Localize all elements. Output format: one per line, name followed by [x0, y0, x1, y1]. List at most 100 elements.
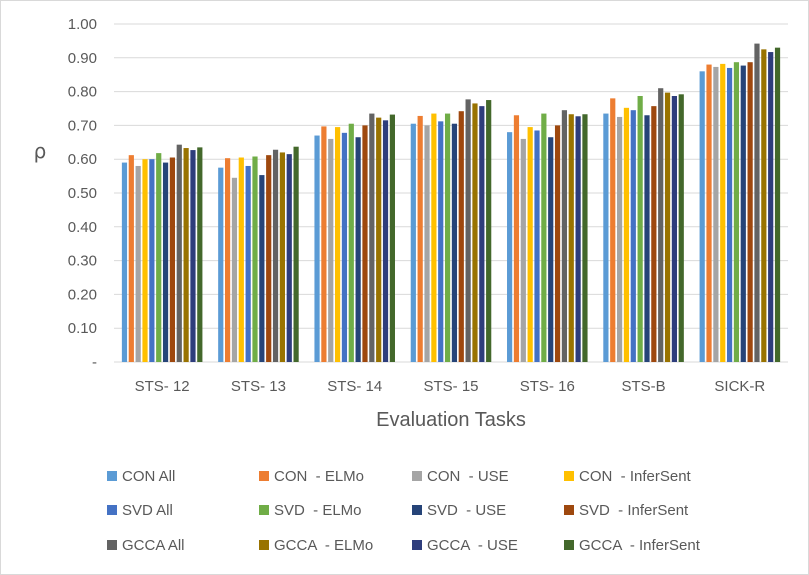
x-category-label: STS- 12	[135, 378, 190, 395]
legend-item: SVD - ELMo	[259, 502, 362, 519]
x-category-label: STS- 15	[423, 378, 478, 395]
bar-sts-12-4	[142, 159, 148, 362]
legend: CON All CON - ELMo CON - USE CON - InferSen…	[107, 468, 701, 554]
bar-sts-16-2	[513, 115, 520, 362]
legend-item: SVD - USE	[412, 502, 506, 519]
bar-sts-b-5	[630, 110, 636, 362]
bar-sts-12-8	[169, 157, 176, 362]
bar-sts-15-9	[465, 99, 471, 363]
bar-sts-b-4	[623, 107, 630, 362]
bar-sick-r-1	[699, 71, 705, 362]
bar-sts-b-9	[658, 88, 664, 362]
bar-sts-14-1	[314, 135, 320, 362]
bar-sts-15-11	[479, 106, 485, 362]
bar-sts-16-12	[582, 114, 588, 362]
x-category-label: STS- 16	[520, 378, 575, 395]
bar-sick-r-11	[768, 52, 774, 362]
x-category-label: STS-B	[621, 378, 665, 395]
bar-sts-b-11	[671, 95, 677, 362]
bar-sts-14-3	[328, 138, 334, 362]
bar-sts-15-12	[486, 100, 492, 363]
legend-swatch	[412, 540, 422, 550]
bar-sts-14-7	[355, 137, 361, 362]
legend-item: GCCA - InferSent	[564, 537, 701, 554]
bar-sick-r-4	[720, 63, 726, 362]
bar-sts-14-4	[334, 127, 341, 362]
bar-sts-b-12	[678, 94, 684, 362]
bar-sick-r-3	[713, 66, 719, 363]
y-axis-label: ρ	[34, 139, 47, 163]
bar-sts-14-9	[369, 113, 375, 362]
legend-item: GCCA - USE	[412, 537, 518, 554]
bar-sts-13-12	[293, 146, 299, 362]
x-axis-label: Evaluation Tasks	[376, 409, 526, 431]
legend-item: CON - USE	[412, 468, 509, 485]
bar-sts-16-5	[534, 130, 540, 362]
bar-sts-12-7	[162, 162, 169, 362]
legend-label: CON - USE	[427, 468, 509, 485]
bar-sts-14-8	[362, 125, 368, 363]
bar-sts-b-3	[616, 116, 623, 362]
legend-label: CON - ELMo	[274, 468, 364, 485]
bar-sts-14-2	[321, 126, 327, 362]
bar-sts-12-11	[190, 150, 196, 362]
y-tick-label: 0.30	[68, 253, 97, 270]
legend-item: CON - InferSent	[564, 468, 692, 485]
bar-sts-13-6	[252, 156, 258, 362]
legend-label: GCCA - ELMo	[274, 537, 373, 554]
legend-swatch	[564, 471, 574, 481]
y-tick-label: 0.40	[68, 219, 97, 236]
bar-sts-16-1	[507, 132, 513, 362]
bar-sts-14-5	[341, 132, 348, 362]
bar-sick-r-5	[726, 67, 733, 362]
bar-sick-r-12	[774, 47, 781, 362]
bar-sick-r-8	[747, 62, 753, 362]
legend-label: SVD All	[122, 502, 173, 519]
bar-sts-13-11	[286, 154, 292, 362]
bar-sts-14-6	[348, 123, 354, 363]
x-category-label: STS- 14	[327, 378, 382, 395]
bar-sts-16-3	[520, 138, 526, 362]
legend-label: CON - InferSent	[579, 468, 692, 485]
bar-sts-12-12	[197, 147, 203, 362]
legend-label: GCCA - InferSent	[579, 537, 701, 554]
y-axis-ticks: - 0.10 0.20 0.30 0.40 0.50 0.60 0.70 0.80 0.90 1.0…	[68, 16, 97, 371]
bar-sts-14-10	[376, 117, 382, 362]
bar-sts-12-2	[128, 155, 134, 362]
bar-sick-r-7	[740, 65, 746, 362]
legend-label: CON All	[122, 468, 175, 485]
bar-sts-12-1	[121, 162, 128, 362]
y-tick-label: 1.00	[68, 16, 97, 33]
legend-swatch	[564, 540, 574, 550]
bar-sts-16-10	[568, 114, 574, 362]
bar-sts-13-8	[266, 155, 272, 362]
bar-sts-15-10	[472, 103, 478, 363]
bar-sts-15-8	[458, 111, 464, 362]
legend-item: GCCA All	[107, 537, 185, 554]
bar-sts-15-2	[417, 115, 423, 362]
y-tick-label: 0.70	[68, 117, 97, 134]
x-category-label: STS- 13	[231, 378, 286, 395]
bar-sts-13-9	[272, 149, 279, 362]
bar-sts-13-2	[225, 158, 231, 362]
x-axis-categories: STS- 12 STS- 13 STS- 14 STS- 15 STS- 16 STS-B…	[135, 378, 766, 395]
legend-swatch	[259, 471, 269, 481]
y-tick-label: 0.50	[68, 185, 97, 202]
bar-sts-12-5	[149, 159, 155, 362]
legend-swatch	[259, 505, 269, 515]
bar-sts-14-11	[382, 120, 389, 362]
legend-swatch	[412, 505, 422, 515]
bar-sts-b-2	[610, 98, 616, 363]
legend-label: GCCA - USE	[427, 537, 518, 554]
bar-sts-15-1	[410, 123, 416, 363]
bar-sick-r-9	[754, 43, 760, 362]
bar-sts-16-6	[541, 113, 547, 362]
legend-label: SVD - USE	[427, 502, 506, 519]
legend-swatch	[107, 505, 117, 515]
y-tick-label: -	[92, 354, 97, 371]
bar-sts-15-5	[438, 121, 444, 363]
y-tick-label: 0.60	[68, 151, 97, 168]
bar-sts-13-7	[259, 175, 265, 362]
